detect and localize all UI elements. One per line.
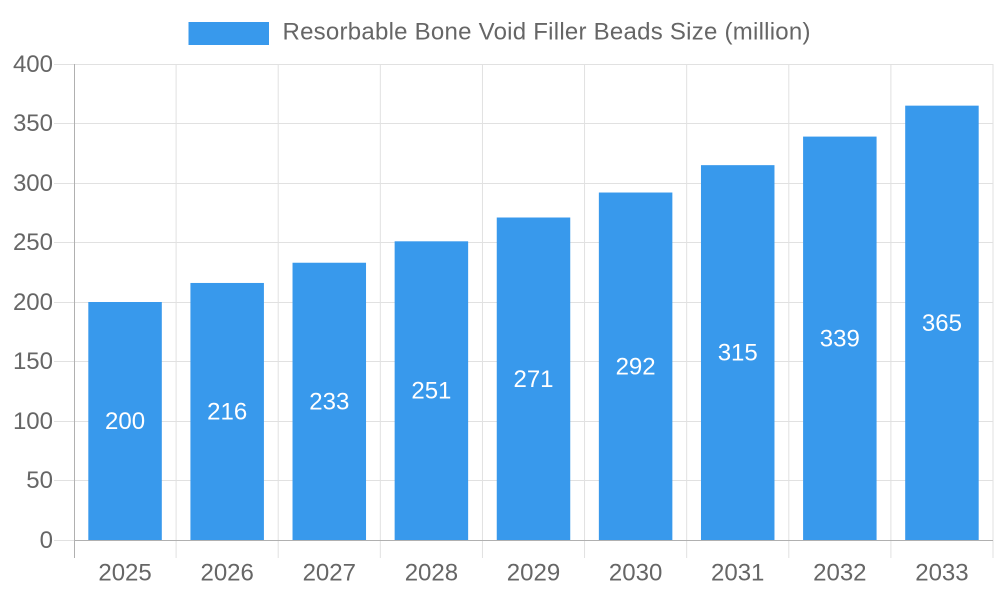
svg-text:292: 292 — [616, 353, 656, 380]
svg-text:2033: 2033 — [915, 560, 968, 587]
svg-text:Resorbable Bone Void Filler Be: Resorbable Bone Void Filler Beads Size (… — [283, 19, 811, 46]
svg-text:2030: 2030 — [609, 560, 662, 587]
svg-text:300: 300 — [13, 170, 53, 197]
svg-text:350: 350 — [13, 110, 53, 137]
svg-text:50: 50 — [26, 467, 53, 494]
svg-text:315: 315 — [718, 340, 758, 367]
svg-text:216: 216 — [207, 398, 247, 425]
svg-text:2027: 2027 — [303, 560, 356, 587]
svg-text:271: 271 — [513, 366, 553, 393]
svg-text:400: 400 — [13, 51, 53, 78]
svg-text:365: 365 — [922, 310, 962, 337]
svg-text:250: 250 — [13, 229, 53, 256]
svg-text:2029: 2029 — [507, 560, 560, 587]
svg-text:233: 233 — [309, 388, 349, 415]
svg-text:100: 100 — [13, 408, 53, 435]
svg-text:2031: 2031 — [711, 560, 764, 587]
svg-text:2032: 2032 — [813, 560, 866, 587]
svg-text:339: 339 — [820, 325, 860, 352]
svg-text:200: 200 — [13, 289, 53, 316]
svg-text:0: 0 — [40, 527, 53, 554]
svg-text:2028: 2028 — [405, 560, 458, 587]
svg-text:200: 200 — [105, 408, 145, 435]
svg-text:2025: 2025 — [98, 560, 151, 587]
svg-text:251: 251 — [411, 378, 451, 405]
svg-text:2026: 2026 — [200, 560, 253, 587]
svg-text:150: 150 — [13, 348, 53, 375]
